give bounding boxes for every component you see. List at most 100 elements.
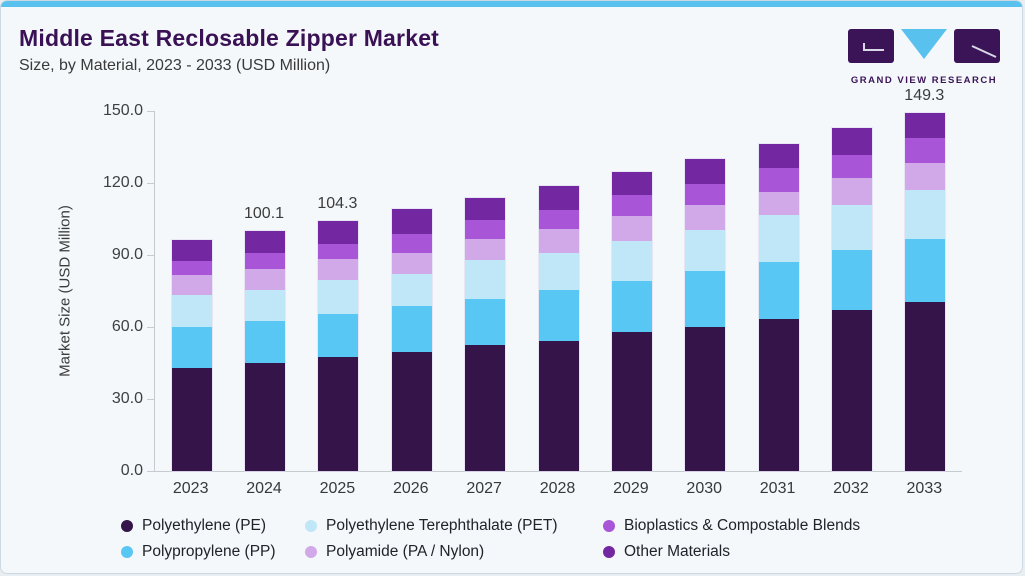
- y-tick-mark: [147, 470, 154, 472]
- logo-triangle-icon: [901, 29, 947, 59]
- gvr-logo: GRAND VIEW RESEARCH: [848, 27, 1000, 86]
- bar-segment: [245, 321, 286, 363]
- bar-segment: [171, 260, 212, 275]
- header: Middle East Reclosable Zipper Market Siz…: [19, 25, 439, 75]
- legend-dot-icon: [121, 520, 133, 532]
- bar-segment: [758, 319, 799, 471]
- bar-segment: [905, 112, 946, 139]
- bar-segment: [318, 258, 359, 280]
- bar-total-label: 149.3: [904, 86, 945, 104]
- bar-segment: [831, 310, 872, 471]
- legend-item-label: Other Materials: [624, 543, 730, 560]
- x-axis-label: 2026: [392, 480, 429, 497]
- bar-segment: [758, 215, 799, 262]
- bar-segment: [391, 305, 432, 353]
- bar-segment: [831, 155, 872, 178]
- bar-segment: [758, 143, 799, 169]
- legend-dot-icon: [603, 546, 615, 558]
- legend-item: Polyamide (PA / Nylon): [305, 543, 603, 561]
- x-axis-label: 2025: [319, 480, 356, 497]
- bar-segment: [831, 127, 872, 156]
- bar-segment: [611, 216, 652, 241]
- legend-item: Polyethylene Terephthalate (PET): [305, 517, 603, 535]
- bar-segment: [171, 295, 212, 327]
- bar-segment: [538, 209, 579, 230]
- legend-dot-icon: [305, 520, 317, 532]
- gvr-logo-graphic: [848, 29, 1000, 63]
- y-tick-mark: [147, 398, 154, 400]
- bar-segment: [538, 252, 579, 291]
- bar-segment: [391, 352, 432, 471]
- bar-segment: [318, 313, 359, 358]
- legend-dot-icon: [121, 546, 133, 558]
- page-title: Middle East Reclosable Zipper Market: [19, 25, 440, 51]
- bar-segment: [611, 281, 652, 333]
- x-axis-label: 2024: [246, 480, 282, 497]
- logo-block-g: [848, 29, 894, 63]
- x-axis-label: 2031: [759, 480, 796, 497]
- bar-segment: [758, 192, 799, 216]
- plot-area: [154, 111, 962, 472]
- bar-segment: [318, 279, 359, 314]
- y-tick-label: 90.0: [111, 246, 143, 263]
- bar-2024: [245, 230, 286, 471]
- y-tick-label: 0.0: [120, 462, 143, 479]
- bar-segment: [245, 268, 286, 291]
- bar-segment: [905, 239, 946, 303]
- bar-segment: [611, 195, 652, 217]
- bar-2026: [391, 209, 432, 471]
- y-tick-mark: [147, 110, 154, 112]
- bar-2033: [905, 112, 946, 471]
- bar-segment: [245, 252, 286, 269]
- legend-item-label: Polypropylene (PP): [142, 543, 276, 560]
- legend-item: Bioplastics & Compostable Blends: [603, 517, 860, 535]
- x-axis-label: 2030: [686, 480, 723, 497]
- logo-block-r: [954, 29, 1000, 63]
- x-axis-label: 2032: [833, 480, 869, 497]
- bar-segment: [391, 273, 432, 306]
- bar-segment: [685, 229, 726, 272]
- legend-item-label: Polyethylene (PE): [142, 517, 267, 534]
- bar-2028: [538, 185, 579, 471]
- legend-item: Other Materials: [603, 543, 860, 561]
- bar-2031: [758, 143, 799, 471]
- bar-segment: [685, 327, 726, 471]
- legend-item: Polypropylene (PP): [121, 543, 305, 561]
- bar-total-label: 100.1: [244, 204, 285, 222]
- bar-2023: [171, 240, 212, 471]
- legend-item: Polyethylene (PE): [121, 517, 305, 535]
- y-tick-label: 150.0: [102, 102, 143, 119]
- x-axis-label: 2027: [466, 480, 502, 497]
- bar-segment: [465, 299, 506, 345]
- y-tick-label: 30.0: [111, 390, 143, 407]
- y-tick-mark: [147, 326, 154, 328]
- bar-segment: [465, 220, 506, 240]
- bar-segment: [245, 230, 286, 253]
- y-tick-mark: [147, 182, 154, 184]
- x-axis-label: 2029: [613, 480, 649, 497]
- bar-segment: [538, 185, 579, 210]
- bar-segment: [611, 332, 652, 471]
- bar-2029: [611, 172, 652, 471]
- bar-segment: [905, 302, 946, 471]
- bar-segment: [758, 261, 799, 320]
- bar-segment: [245, 362, 286, 471]
- legend-item-label: Bioplastics & Compostable Blends: [624, 517, 861, 534]
- bar-segment: [171, 240, 212, 261]
- legend-dot-icon: [305, 546, 317, 558]
- bar-segment: [465, 260, 506, 300]
- brand-name: GRAND VIEW RESEARCH: [850, 75, 998, 86]
- top-accent-bar: [1, 1, 1022, 7]
- bar-segment: [758, 168, 799, 193]
- y-tick-label: 120.0: [102, 174, 143, 191]
- bar-segment: [465, 197, 506, 220]
- bar-segment: [538, 340, 579, 471]
- bar-segment: [171, 367, 212, 471]
- bar-segment: [685, 158, 726, 184]
- bar-segment: [685, 271, 726, 327]
- bar-segment: [685, 183, 726, 205]
- bar-segment: [391, 209, 432, 235]
- y-tick-mark: [147, 254, 154, 256]
- bar-segment: [391, 252, 432, 274]
